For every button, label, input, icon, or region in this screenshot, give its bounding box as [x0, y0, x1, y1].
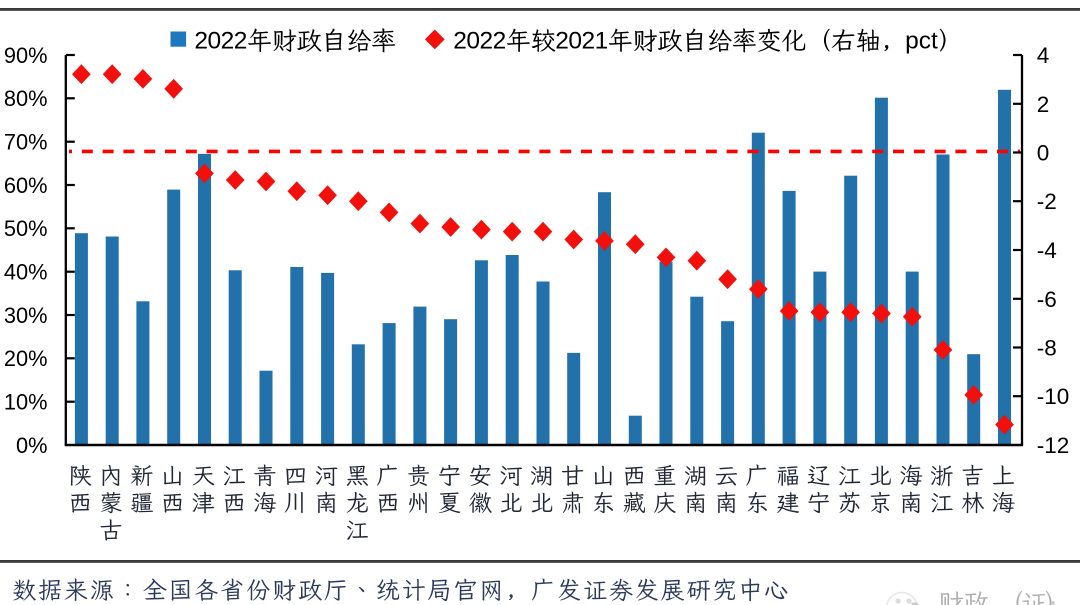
svg-text:90%: 90%	[4, 43, 48, 68]
svg-text:60%: 60%	[4, 173, 48, 198]
svg-text:-4: -4	[1037, 238, 1057, 263]
svg-text:-6: -6	[1037, 287, 1057, 312]
svg-text:70%: 70%	[4, 130, 48, 155]
svg-text:2022: 2022	[194, 28, 247, 55]
svg-text:2021: 2021	[555, 28, 608, 55]
svg-text:2: 2	[1037, 92, 1050, 117]
svg-text:-12: -12	[1037, 433, 1070, 458]
svg-text:10%: 10%	[4, 390, 48, 415]
svg-text:pct: pct	[905, 28, 938, 55]
svg-text:30%: 30%	[4, 303, 48, 328]
svg-text:0: 0	[1037, 141, 1050, 166]
svg-text:2022: 2022	[453, 28, 506, 55]
svg-text:20%: 20%	[4, 346, 48, 371]
svg-text:0%: 0%	[16, 433, 48, 458]
svg-text:80%: 80%	[4, 86, 48, 111]
svg-text:-2: -2	[1037, 189, 1057, 214]
svg-text:-10: -10	[1037, 384, 1070, 409]
svg-text:4: 4	[1037, 43, 1050, 68]
svg-text:40%: 40%	[4, 260, 48, 285]
svg-text:-8: -8	[1037, 336, 1057, 361]
svg-text:50%: 50%	[4, 216, 48, 241]
